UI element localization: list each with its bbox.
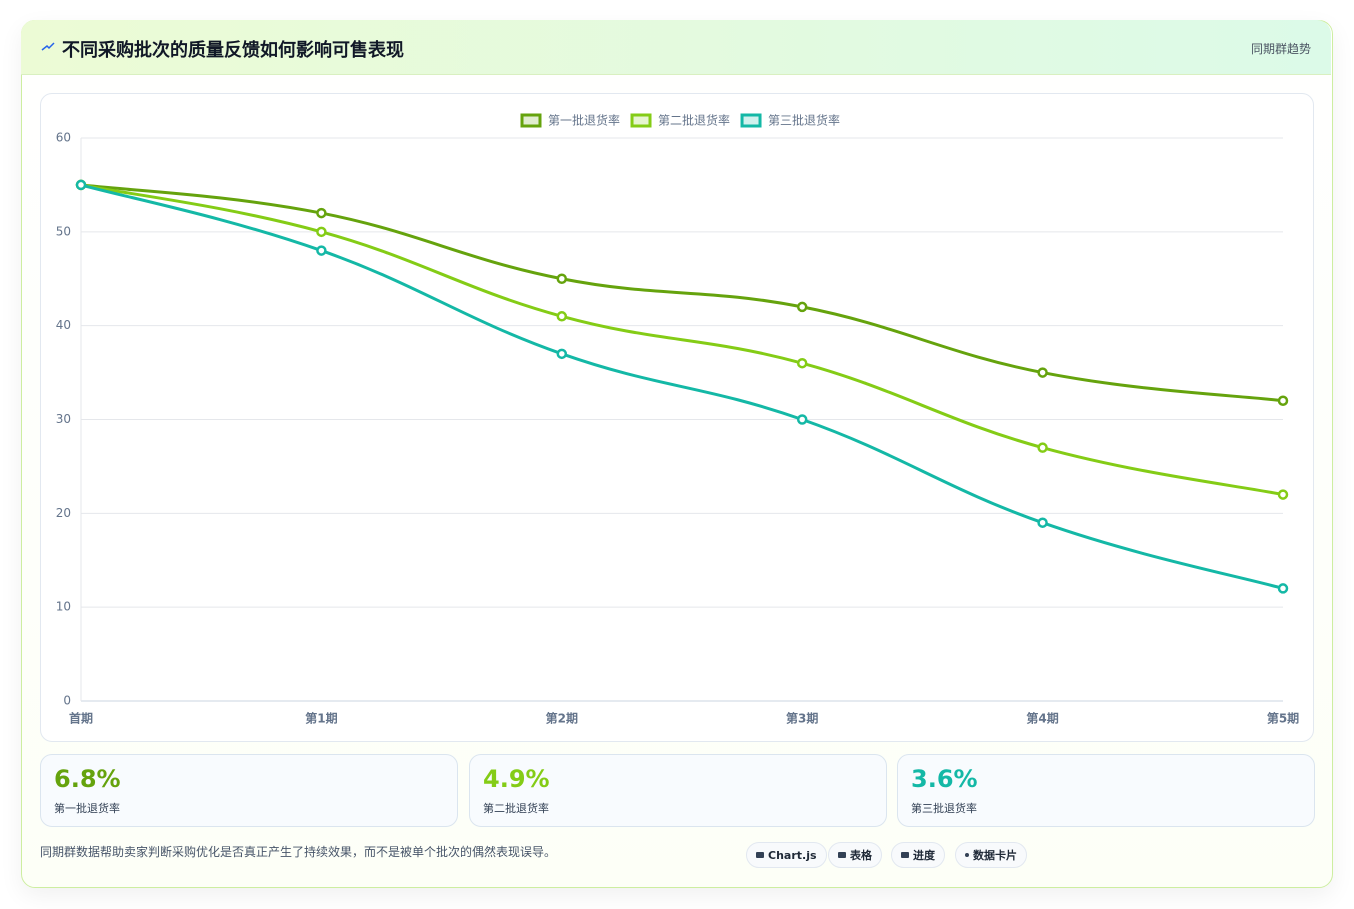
y-tick-label: 20: [56, 506, 71, 520]
point: [556, 348, 568, 360]
stat-label: 第二批退货率: [483, 802, 549, 815]
button-label: Chart.js: [768, 848, 817, 862]
point: [316, 226, 327, 238]
badge: 同期群趋势: [1250, 42, 1311, 56]
y-tick-label: 30: [56, 412, 71, 426]
legend-swatch: [520, 113, 542, 128]
y-tick-label: 0: [63, 694, 71, 708]
point: [1037, 517, 1048, 528]
x-tick-label: 首期: [69, 711, 93, 726]
point: [75, 179, 87, 191]
stat-card: 3.6% 第三批退货率: [897, 754, 1315, 827]
point: [796, 414, 808, 425]
x-tick-label: 第4期: [1026, 711, 1058, 726]
x-tick-label: 第3期: [786, 711, 818, 726]
title: 不同采购批次的质量反馈如何影响可售表现: [62, 40, 404, 61]
button[interactable]: 表格: [828, 842, 882, 868]
chart-panel: 0 10 20 30 40 50 60 首期 第1期 第2期 第3期 第4期 第5期 第一批退货率 第二批退…: [40, 93, 1314, 742]
legend-label: 第三批退货率: [768, 113, 840, 128]
y-tick-label: 50: [56, 224, 71, 238]
chart: 0 10 20 30 40 50 60 首期 第1期 第2期 第3期 第4期 第5期 第一批退货率 第二批退…: [56, 113, 1299, 726]
stat-card: 6.8% 第一批退货率: [40, 754, 458, 827]
button-label: 表格: [850, 849, 872, 862]
legend-swatch: [740, 113, 762, 128]
button-label: 进度: [913, 849, 935, 862]
stat-label: 第三批退货率: [911, 802, 977, 815]
x-tick-label: 第1期: [305, 711, 337, 726]
icon: [41, 42, 55, 51]
button-label: 数据卡片: [973, 849, 1017, 862]
line: [80, 183, 1284, 403]
stat-card: 4.9% 第二批退货率: [469, 754, 887, 827]
legend-label: 第二批退货率: [658, 113, 730, 128]
point: [316, 245, 327, 256]
point: [796, 357, 808, 369]
x-tick-label: 第5期: [1267, 711, 1299, 726]
line: [80, 183, 1284, 590]
point: [1277, 489, 1289, 500]
point: [556, 273, 568, 284]
point: [556, 311, 568, 322]
point: [1037, 367, 1048, 378]
stat-value: 6.8%: [54, 765, 121, 793]
stat-label: 第一批退货率: [54, 802, 120, 815]
y-tick-label: 10: [56, 600, 71, 614]
button[interactable]: 进度: [891, 842, 945, 868]
stat-value: 4.9%: [483, 765, 550, 793]
stat-value: 3.6%: [911, 765, 978, 793]
legend-swatch: [630, 113, 652, 128]
button[interactable]: 数据卡片: [955, 842, 1027, 868]
y-tick-label: 60: [56, 131, 71, 145]
point: [1037, 442, 1048, 453]
x-tick-label: 第2期: [546, 711, 578, 726]
button[interactable]: Chart.js: [746, 842, 827, 868]
point: [1277, 583, 1289, 594]
point: [1277, 395, 1289, 406]
header-bar: 不同采购批次的质量反馈如何影响可售表现 同期群趋势: [21, 20, 1331, 75]
point: [316, 207, 327, 219]
footnote: 同期群数据帮助卖家判断采购优化是否真正产生了持续效果，而不是被单个批次的偶然表现…: [40, 845, 557, 859]
y-tick-label: 40: [56, 318, 71, 332]
line: [80, 183, 1284, 497]
legend-label: 第一批退货率: [548, 113, 620, 128]
point: [796, 301, 808, 313]
